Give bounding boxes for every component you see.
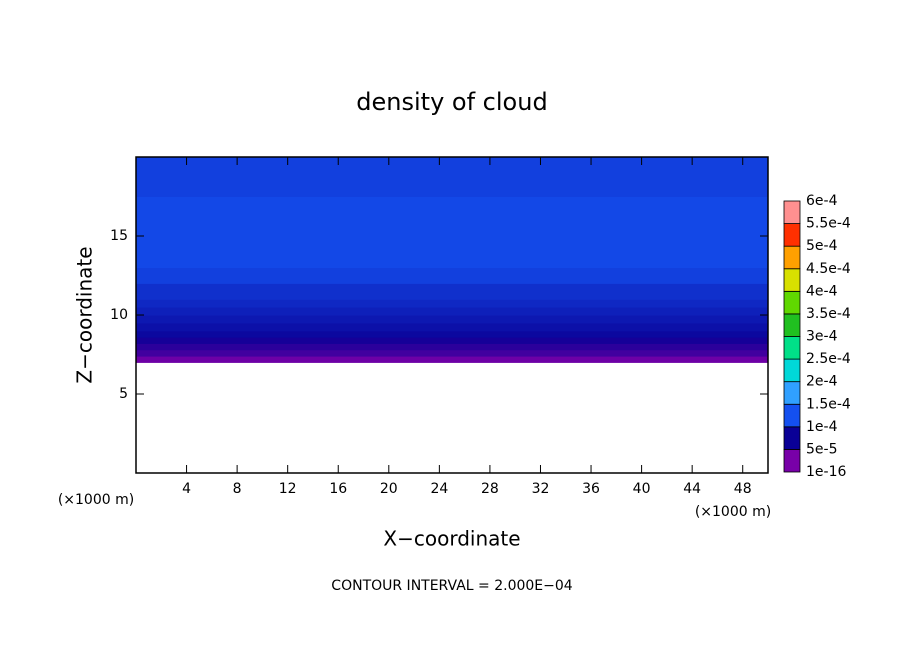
- colorbar-swatch: [783, 268, 801, 292]
- x-tick-label: 24: [430, 481, 448, 497]
- colorbar-label: 2.5e-4: [806, 351, 851, 367]
- x-tick-label: 36: [582, 481, 600, 497]
- colorbar-label: 1e-4: [806, 419, 838, 435]
- colorbar-label: 5e-4: [806, 238, 838, 254]
- x-tick-label: 48: [734, 481, 752, 497]
- x-axis-label: X−coordinate: [383, 527, 520, 551]
- y-tick-label: 5: [119, 386, 128, 402]
- colorbar-swatch: [783, 403, 801, 428]
- contour-band: [136, 349, 768, 357]
- y-tick-label: 10: [110, 307, 128, 323]
- contour-band: [136, 356, 768, 363]
- contour-note: CONTOUR INTERVAL = 2.000E−04: [331, 578, 572, 594]
- colorbar-label: 5.5e-4: [806, 216, 851, 232]
- colorbar-swatch: [783, 313, 801, 337]
- colorbar-swatch: [783, 223, 801, 247]
- chart-title: density of cloud: [356, 88, 547, 116]
- y-tick-label: 15: [110, 228, 128, 244]
- x-tick-label: 20: [380, 481, 398, 497]
- contour-band: [136, 283, 768, 300]
- colorbar-swatch: [783, 245, 801, 270]
- colorbar-label: 6e-4: [806, 193, 838, 209]
- colorbar-label: 4e-4: [806, 283, 838, 299]
- x-tick-label: 16: [329, 481, 347, 497]
- contour-band: [136, 322, 768, 332]
- contour-band: [136, 337, 768, 344]
- contour-band: [136, 196, 768, 269]
- contour-band: [136, 157, 768, 197]
- colorbar-label: 3e-4: [806, 329, 838, 345]
- colorbar-swatch: [783, 336, 801, 360]
- colorbar-swatch: [783, 290, 801, 315]
- x-tick-label: 8: [233, 481, 242, 497]
- x-tick-label: 32: [532, 481, 550, 497]
- x-tick-label: 12: [279, 481, 297, 497]
- colorbar-label: 2e-4: [806, 374, 838, 390]
- colorbar-swatch: [783, 358, 801, 383]
- x-unit: (×1000 m): [695, 504, 771, 520]
- colorbar-label: 4.5e-4: [806, 261, 851, 277]
- x-tick-label: 4: [182, 481, 191, 497]
- x-tick-label: 44: [683, 481, 701, 497]
- contour-band: [136, 267, 768, 284]
- contour-band: [136, 299, 768, 308]
- x-tick-label: 40: [633, 481, 651, 497]
- colorbar-swatch: [783, 381, 801, 405]
- x-tick-label: 28: [481, 481, 499, 497]
- colorbar-label: 3.5e-4: [806, 306, 851, 322]
- contour-band: [136, 330, 768, 338]
- colorbar-label: 5e-5: [806, 441, 837, 457]
- x-unit: (×1000 m): [58, 492, 134, 508]
- contour-band: [136, 343, 768, 351]
- colorbar-label: 1e-16: [806, 464, 846, 480]
- colorbar-swatch: [783, 200, 801, 224]
- contour-band: [136, 315, 768, 324]
- colorbar-swatch: [783, 449, 801, 473]
- contour-band: [136, 307, 768, 316]
- colorbar-swatch: [783, 426, 801, 450]
- colorbar-label: 1.5e-4: [806, 396, 851, 412]
- y-axis-label: Z−coordinate: [73, 246, 97, 383]
